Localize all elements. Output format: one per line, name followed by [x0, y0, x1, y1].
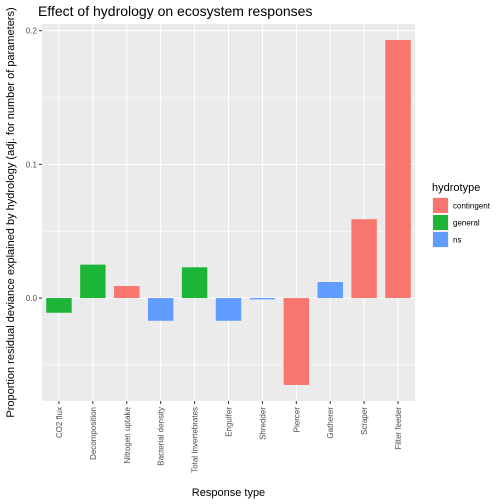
- chart-title: Effect of hydrology on ecosystem respons…: [38, 3, 312, 19]
- grid-lines: [42, 24, 415, 401]
- bar-total-invertebrates: [181, 267, 208, 299]
- x-tick-label: Filter feeder: [394, 407, 403, 450]
- y-axis-title: Proportion residual deviance explained b…: [5, 7, 17, 417]
- legend-label-general: general: [453, 219, 480, 228]
- x-tick-label: Gatherer: [326, 407, 335, 439]
- y-tick-label: 0.1: [26, 160, 38, 169]
- x-tick-label: Decomposition: [89, 407, 98, 460]
- legend-swatch-contingent: [433, 198, 448, 213]
- bar-co2-flux: [46, 298, 72, 313]
- bar-gatherer: [317, 282, 343, 299]
- bar-engulfer: [215, 298, 242, 321]
- x-axis: CO2 flux Decomposition Nitrogen uptake Bact…: [55, 401, 403, 473]
- bar-decomposition: [80, 264, 106, 299]
- legend-label-contingent: contingent: [453, 202, 491, 211]
- bar-scraper: [351, 219, 377, 299]
- x-tick-label: Nitrogen uptake: [123, 406, 132, 463]
- bar-shredder: [249, 298, 276, 300]
- bars: [46, 40, 411, 385]
- x-tick-label: Piercer: [292, 407, 301, 433]
- legend: contingent general ns: [432, 197, 491, 248]
- x-tick-label: Shredder: [258, 407, 267, 440]
- legend-swatch-ns: [433, 232, 448, 247]
- bar-bacterial-density: [147, 298, 174, 321]
- bar-piercer: [283, 298, 310, 385]
- legend-title: hydrotype: [432, 182, 480, 194]
- x-tick-label: Scraper: [360, 407, 369, 435]
- bar-filter-feeder: [385, 40, 411, 299]
- y-tick-label: 0.2: [26, 27, 38, 36]
- legend-label-ns: ns: [453, 236, 461, 245]
- y-axis: 0.2 0.1 0.0: [26, 27, 42, 303]
- y-tick-label: 0.0: [26, 294, 38, 303]
- x-tick-label: CO2 flux: [55, 407, 64, 438]
- x-tick-label: Bacterial density: [157, 407, 166, 466]
- legend-swatch-general: [433, 215, 448, 230]
- bar-nitrogen-uptake: [114, 286, 140, 299]
- x-tick-label: Total Invertebrates: [191, 407, 200, 473]
- x-tick-label: Engulfer: [225, 407, 234, 437]
- x-axis-title: Response type: [192, 487, 265, 499]
